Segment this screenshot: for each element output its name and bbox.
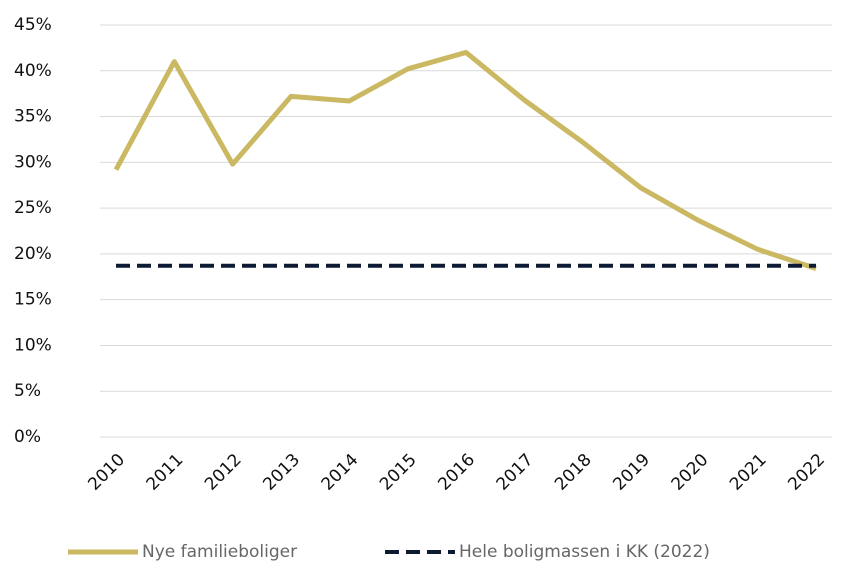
y-tick-label: 5% [14, 381, 41, 401]
x-tick-label: 2017 [493, 450, 538, 495]
y-tick-label: 35% [14, 107, 52, 127]
x-tick-label: 2012 [201, 450, 246, 495]
series-line [113, 49, 817, 271]
y-tick-label: 40% [14, 61, 52, 81]
x-tick-label: 2010 [84, 450, 129, 495]
y-tick-label: 15% [14, 290, 52, 310]
legend-label: Hele boligmassen i KK (2022) [459, 542, 710, 562]
legend-label: Nye familieboliger [142, 542, 297, 562]
x-tick-label: 2015 [376, 450, 421, 495]
x-tick-label: 2022 [784, 450, 829, 495]
x-tick-label: 2019 [609, 450, 654, 495]
x-tick-label: 2016 [434, 450, 479, 495]
x-tick-label: 2021 [726, 450, 771, 495]
x-tick-label: 2018 [551, 450, 596, 495]
y-tick-label: 25% [14, 198, 52, 218]
y-tick-label: 20% [14, 244, 52, 264]
y-tick-label: 0% [14, 427, 41, 447]
x-tick-label: 2014 [318, 450, 363, 495]
x-tick-label: 2013 [259, 450, 304, 495]
x-tick-label: 2020 [668, 450, 713, 495]
x-tick-label: 2011 [143, 450, 188, 495]
y-tick-label: 45% [14, 15, 52, 35]
y-tick-label: 30% [14, 152, 52, 172]
y-tick-label: 10% [14, 335, 52, 355]
